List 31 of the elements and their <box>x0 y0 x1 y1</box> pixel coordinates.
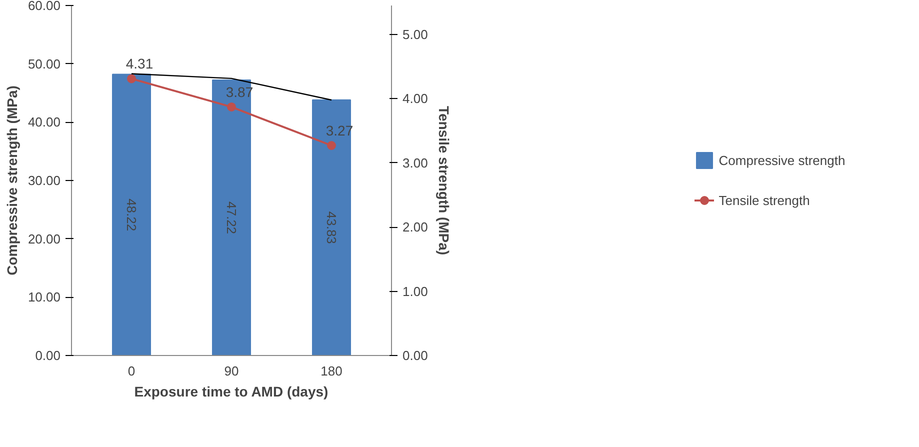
x-tick-label: 180 <box>320 364 342 378</box>
y-tick-label: 30.00 <box>28 173 61 188</box>
y-tick-label: 40.00 <box>28 114 61 130</box>
data-label: 47.22 <box>224 202 239 234</box>
y2-axis-title: Tensile strength (MPa) <box>436 106 452 256</box>
y2-tick-label: 4.00 <box>402 91 428 106</box>
y2-tick-label: 2.00 <box>402 220 428 235</box>
y2-tick-label: 3.00 <box>402 155 428 170</box>
y-tick-label: 60.00 <box>28 0 61 13</box>
bar <box>312 99 351 356</box>
bar <box>112 74 151 356</box>
y-tick-label: 0.00 <box>35 348 61 363</box>
legend-label: Tensile strength <box>718 192 810 208</box>
legend-label: Compressive strength <box>718 152 846 168</box>
y-axis-title: Compressive strength (MPa) <box>4 86 20 276</box>
y2-tick-label: 0.00 <box>402 348 428 363</box>
point <box>127 74 136 84</box>
point <box>227 102 236 112</box>
x-tick-label: 90 <box>224 364 239 378</box>
data-label: 43.83 <box>324 211 339 244</box>
y-tick-label: 50.00 <box>28 56 61 72</box>
data-label: 48.22 <box>124 198 139 232</box>
y2-tick-label: 5.00 <box>402 26 428 42</box>
bar <box>212 80 251 356</box>
x-axis-title: Exposure time to AMD (days) <box>134 384 328 400</box>
x-tick-label: 0 <box>128 364 136 378</box>
point <box>327 141 336 150</box>
y2-tick-label: 1.00 <box>402 284 428 299</box>
y-tick-label: 20.00 <box>28 231 61 246</box>
y-tick-label: 10.00 <box>28 290 61 305</box>
data-label: 4.31 <box>126 56 154 72</box>
